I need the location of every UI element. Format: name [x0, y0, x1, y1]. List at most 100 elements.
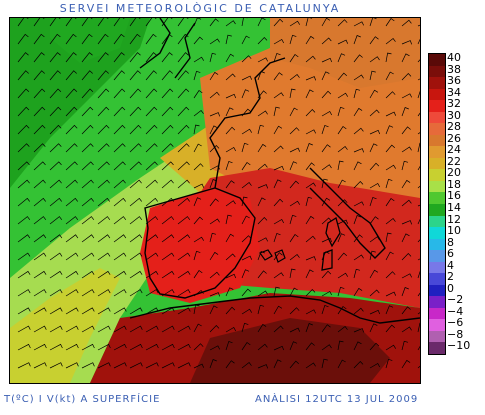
wind-barb: [305, 18, 313, 27]
wind-barb: [289, 20, 301, 27]
legend-label: 10: [447, 224, 461, 238]
wind-barb: [97, 289, 111, 297]
wind-barb: [97, 52, 109, 63]
wind-barb: [193, 110, 204, 117]
wind-barb: [97, 307, 111, 315]
wind-barb: [385, 358, 393, 369]
wind-barb: [17, 70, 29, 81]
wind-barb: [305, 342, 315, 351]
wind-barb: [161, 197, 174, 207]
wind-barb: [273, 92, 284, 99]
wind-barb: [129, 362, 143, 369]
british-isles-coastline: [139, 18, 196, 79]
wind-barb: [241, 128, 253, 135]
legend-label: 30: [447, 108, 461, 122]
wind-barb: [289, 234, 299, 243]
wind-barb: [385, 271, 396, 279]
wind-barb: [257, 90, 267, 99]
wind-barb: [369, 143, 378, 153]
wind-barb: [113, 362, 127, 369]
wind-barb: [289, 287, 298, 297]
wind-barb: [417, 292, 420, 297]
wind-barb: [385, 91, 396, 99]
wind-barb: [401, 252, 412, 261]
legend-swatch: [429, 238, 445, 251]
legend-label: −6: [447, 316, 464, 330]
wind-barb: [401, 326, 412, 333]
legend-label: 32: [447, 97, 461, 111]
wind-barb: [49, 362, 63, 369]
wind-barb: [33, 343, 47, 351]
wind-barb: [257, 304, 265, 315]
wind-barb: [49, 325, 63, 333]
wind-barb: [81, 252, 95, 261]
wind-barb: [33, 124, 46, 135]
wind-barb: [161, 70, 173, 81]
wind-barb: [241, 35, 250, 45]
wind-barb: [385, 178, 393, 189]
wind-barb: [33, 106, 46, 117]
wind-barb: [337, 179, 346, 189]
wind-barb: [385, 18, 395, 27]
legend-label: 24: [447, 143, 461, 157]
wind-barb: [241, 108, 252, 117]
wind-barb: [161, 18, 173, 27]
wind-barb: [161, 179, 174, 189]
wind-barb: [353, 268, 361, 279]
legend-label: 4: [447, 258, 454, 272]
wind-barb: [321, 304, 329, 315]
wind-barb: [177, 18, 189, 27]
wind-barb: [241, 322, 249, 333]
legend-swatch: [429, 54, 445, 66]
wind-barb: [225, 340, 233, 351]
wind-barb: [113, 216, 127, 225]
wind-barb: [289, 54, 299, 63]
wind-barb: [81, 88, 94, 99]
wind-barb: [353, 88, 361, 99]
wind-barb: [65, 106, 78, 117]
wind-barb: [273, 286, 280, 297]
wind-barb: [49, 216, 63, 225]
wind-barb: [81, 234, 95, 243]
wind-barb: [97, 252, 111, 261]
low-pressure-zone: [50, 18, 130, 63]
wind-barb: [337, 326, 348, 333]
legend-label: 34: [447, 85, 461, 99]
wind-barb: [257, 270, 267, 279]
wind-barb: [209, 232, 217, 243]
legend-label: 6: [447, 247, 454, 261]
wind-barb: [145, 88, 158, 99]
legend-swatch: [429, 215, 445, 228]
wind-barb: [401, 19, 412, 27]
legend-label: −10: [447, 339, 471, 353]
wind-barb: [161, 124, 174, 135]
wind-barb: [321, 251, 330, 261]
wind-barb: [337, 106, 345, 117]
wind-barb: [321, 57, 333, 63]
legend-swatch: [429, 111, 445, 124]
legend-swatch: [429, 261, 445, 274]
wind-barb: [129, 197, 142, 207]
wind-barb: [369, 216, 379, 225]
wind-barb: [81, 52, 93, 63]
wind-barb: [129, 52, 141, 63]
wind-barb: [193, 197, 202, 207]
wind-barb: [401, 107, 409, 117]
wind-barb: [33, 52, 45, 63]
wind-barb: [369, 56, 380, 63]
wind-barb: [129, 143, 142, 153]
wind-barb: [337, 359, 346, 369]
wind-barb: [161, 252, 175, 261]
wind-barb: [209, 179, 217, 189]
wind-barb: [337, 272, 349, 279]
wind-barb: [177, 270, 191, 279]
legend-label: 22: [447, 154, 461, 168]
wind-barb: [225, 73, 236, 81]
wind-barb: [273, 52, 281, 63]
wind-barb: [321, 217, 332, 225]
iberia-coastline: [144, 187, 256, 299]
warmer-sea-band: [10, 268, 120, 383]
legend-swatch: [429, 123, 445, 136]
legend-swatch: [429, 204, 445, 216]
wind-barb: [305, 196, 313, 207]
